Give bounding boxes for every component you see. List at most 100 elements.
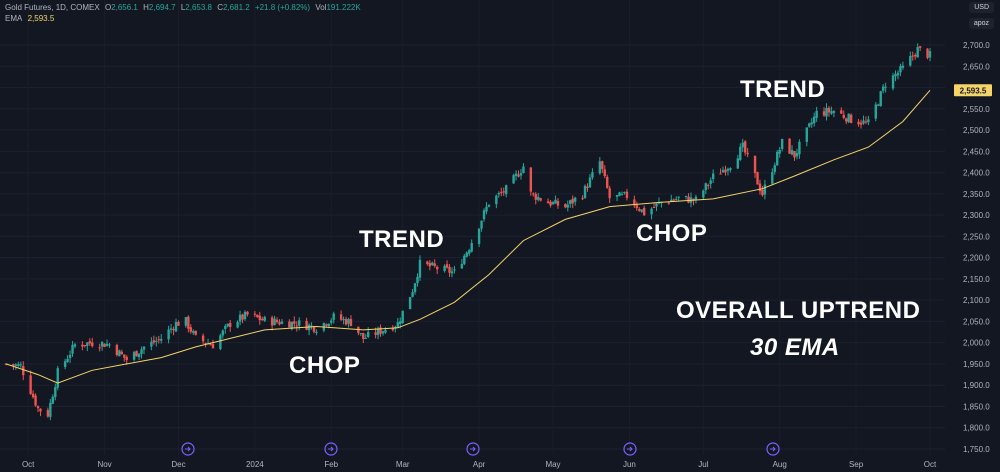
candle-body	[928, 51, 932, 58]
candle-body	[810, 122, 813, 125]
price-tick-label: 2,150.0	[963, 275, 990, 284]
open-label: O	[104, 3, 112, 12]
candle-body	[157, 339, 160, 341]
candle-body	[295, 325, 298, 327]
candle-body	[468, 250, 471, 254]
candle-body	[362, 332, 365, 339]
time-tick-label: Feb	[324, 460, 338, 469]
candle-body	[433, 263, 436, 267]
candle-body	[918, 46, 922, 48]
candle-body	[849, 114, 853, 123]
candle-body	[226, 323, 229, 327]
event-marker-icon[interactable]	[324, 442, 338, 456]
event-marker-icon[interactable]	[181, 442, 195, 456]
candle-body	[177, 321, 180, 326]
candle-body	[359, 333, 363, 335]
candle-body	[532, 193, 535, 195]
candle-body	[187, 316, 190, 329]
candle-body	[687, 196, 690, 203]
candle-body	[909, 56, 912, 66]
annotation-chop-2: CHOP	[636, 220, 708, 247]
candle-body	[633, 199, 636, 206]
price-tick-label: 2,200.0	[963, 254, 990, 263]
open-value: 2,656.1	[111, 3, 138, 12]
candle-body	[667, 202, 671, 204]
candle-body	[293, 321, 296, 324]
price-tick-label: 2,000.0	[963, 339, 990, 348]
candle-body	[896, 72, 900, 76]
candle-body	[591, 172, 594, 178]
candle-body	[445, 264, 449, 268]
candle-body	[376, 328, 380, 336]
candle-body	[480, 220, 483, 229]
candle-body	[465, 252, 468, 257]
candle-body	[150, 341, 153, 347]
time-tick-label: Oct	[22, 460, 35, 469]
candle-body	[367, 331, 370, 337]
candle-body	[635, 205, 638, 209]
price-tick-label: 2,700.0	[963, 41, 990, 50]
arrow-icon	[470, 446, 476, 452]
candle-body	[17, 364, 20, 366]
candle-body	[192, 331, 195, 333]
currency-button[interactable]: USD	[969, 2, 994, 13]
candle-body	[241, 314, 244, 320]
candle-body	[815, 110, 818, 118]
candle-body	[830, 111, 833, 114]
price-tick-label: 2,650.0	[963, 62, 990, 71]
price-tick-label: 1,850.0	[963, 402, 990, 411]
candle-body	[877, 104, 880, 106]
candle-body	[554, 199, 557, 204]
candle-body	[650, 208, 653, 215]
candle-body	[825, 108, 828, 117]
candle-body	[881, 86, 885, 91]
event-marker-icon[interactable]	[766, 442, 780, 456]
candle-body	[275, 319, 279, 323]
candle-body	[638, 208, 641, 211]
candle-body	[840, 110, 843, 114]
candle-body	[416, 276, 419, 284]
candle-body	[534, 194, 537, 200]
candle-body	[704, 183, 707, 191]
candle-body	[56, 368, 59, 388]
candle-body	[132, 352, 136, 360]
volume-value: 191.222K	[326, 3, 361, 12]
candle-body	[450, 271, 454, 274]
candle-body	[155, 340, 158, 342]
candle-body	[253, 313, 257, 315]
settings-button[interactable]: apoz	[968, 18, 994, 29]
time-tick-label: Sep	[849, 460, 864, 469]
candle-body	[684, 195, 688, 197]
event-marker-icon[interactable]	[623, 442, 637, 456]
candle-body	[569, 200, 572, 205]
candle-body	[298, 320, 301, 326]
chart-legend: Gold Futures, 1D, COMEX O2,656.1 H2,694.…	[5, 2, 364, 24]
candle-body	[884, 86, 887, 88]
candle-body	[477, 228, 481, 245]
candle-body	[482, 210, 486, 220]
candle-body	[608, 188, 611, 199]
candle-body	[280, 321, 284, 324]
candle-body	[495, 195, 498, 205]
candle-body	[364, 338, 367, 340]
candle-body	[618, 192, 621, 197]
time-tick-label: 2024	[246, 460, 264, 469]
candle-body	[384, 329, 387, 333]
candle-body	[152, 340, 156, 343]
candle-body	[137, 353, 141, 358]
candle-body	[330, 320, 333, 323]
candle-body	[827, 107, 831, 113]
candle-body	[243, 311, 247, 320]
candle-body	[256, 314, 259, 318]
candle-body	[172, 328, 175, 331]
arrow-icon	[185, 446, 191, 452]
event-marker-icon[interactable]	[466, 442, 480, 456]
time-tick-label: Jul	[698, 460, 708, 469]
candle-body	[859, 122, 863, 125]
candle-body	[500, 192, 503, 194]
price-tick-label: 2,550.0	[963, 105, 990, 114]
price-tick-label: 1,900.0	[963, 381, 990, 390]
candle-body	[63, 361, 67, 368]
candle-body	[315, 331, 318, 333]
